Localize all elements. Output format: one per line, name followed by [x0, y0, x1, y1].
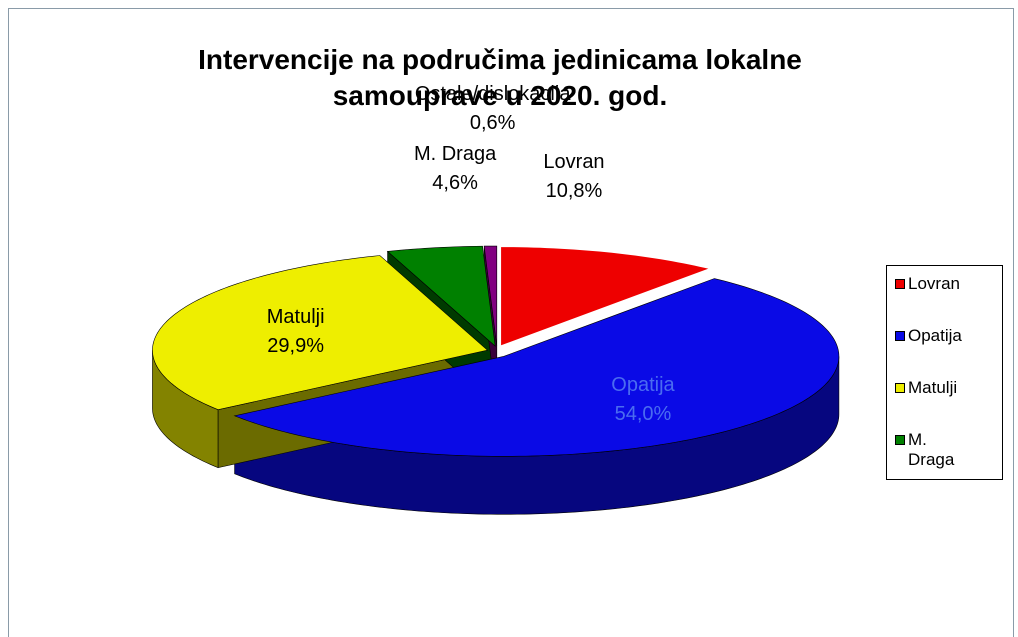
- legend-swatch: [895, 435, 905, 445]
- slice: [386, 245, 496, 347]
- data-label: Matulji 29,9%: [211, 303, 381, 361]
- legend-entry: Lovran: [895, 274, 995, 294]
- legend-entry: Opatija: [895, 326, 995, 346]
- slice: [233, 278, 840, 457]
- data-label: Ostale/dislokacija 0,6%: [413, 80, 573, 138]
- value-label: 54,0%: [614, 402, 672, 425]
- slice: [499, 245, 714, 348]
- legend: Lovran Opatija Matulji M. Draga: [886, 265, 1003, 480]
- legend-label: Matulji: [908, 378, 958, 397]
- legend-swatch: [895, 279, 905, 289]
- legend-swatch: [895, 331, 905, 341]
- value-label: 0,6%: [469, 112, 516, 135]
- slice: [152, 255, 489, 410]
- slice-tops: [152, 245, 840, 457]
- legend-label: Lovran: [908, 274, 960, 293]
- value-label: 29,9%: [267, 335, 324, 358]
- chart-frame: [8, 8, 1014, 637]
- category-label: Lovran: [543, 150, 605, 173]
- category-label: M. Draga: [413, 143, 497, 166]
- value-label: 10,8%: [545, 179, 603, 202]
- category-label: Ostale/dislokacija: [414, 83, 571, 106]
- data-label: M. Draga 4,6%: [370, 140, 540, 198]
- legend-entry: Matulji: [895, 378, 995, 398]
- slice: [483, 245, 498, 347]
- legend-entry: M. Draga: [895, 430, 995, 470]
- legend-swatch: [895, 383, 905, 393]
- legend-label: M. Draga: [908, 430, 955, 469]
- data-label: Lovran 10,8%: [489, 148, 659, 206]
- data-label: Opatija 54,0%: [558, 371, 728, 429]
- category-label: Matulji: [266, 306, 325, 329]
- legend-label: Opatija: [908, 326, 962, 345]
- value-label: 4,6%: [432, 172, 478, 195]
- category-label: Opatija: [611, 373, 675, 396]
- chart-title: Intervencije na područima jedinicama lok…: [198, 44, 802, 111]
